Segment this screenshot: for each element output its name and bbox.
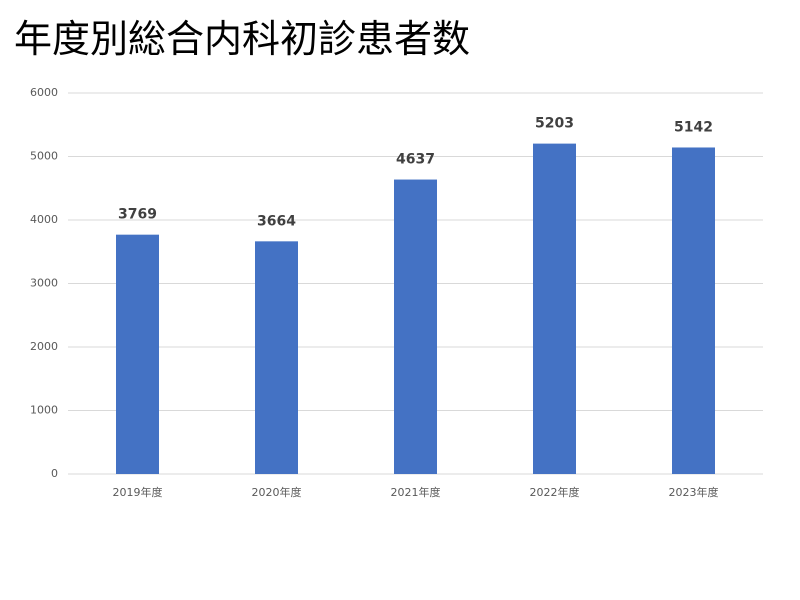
y-tick-label: 5000 bbox=[30, 150, 58, 163]
bar bbox=[672, 147, 715, 474]
data-label: 5203 bbox=[535, 116, 574, 132]
data-label: 3664 bbox=[257, 213, 296, 229]
y-tick-label: 0 bbox=[51, 467, 58, 480]
bar bbox=[533, 143, 576, 474]
x-tick-label: 2019年度 bbox=[113, 485, 163, 499]
x-tick-label: 2023年度 bbox=[669, 485, 719, 499]
data-label: 4637 bbox=[396, 152, 435, 168]
y-tick-label: 1000 bbox=[30, 404, 58, 417]
x-tick-label: 2020年度 bbox=[252, 485, 302, 499]
bar bbox=[255, 241, 298, 474]
y-tick-label: 6000 bbox=[30, 86, 58, 99]
x-tick-label: 2022年度 bbox=[530, 485, 580, 499]
y-tick-label: 2000 bbox=[30, 340, 58, 353]
bar bbox=[116, 234, 159, 474]
data-label: 5142 bbox=[674, 119, 713, 135]
x-tick-label: 2021年度 bbox=[391, 485, 441, 499]
y-tick-label: 3000 bbox=[30, 277, 58, 290]
chart-title: 年度別総合内科初診患者数 bbox=[14, 17, 470, 61]
y-tick-label: 4000 bbox=[30, 213, 58, 226]
bar bbox=[394, 179, 437, 474]
data-label: 3769 bbox=[118, 207, 157, 223]
